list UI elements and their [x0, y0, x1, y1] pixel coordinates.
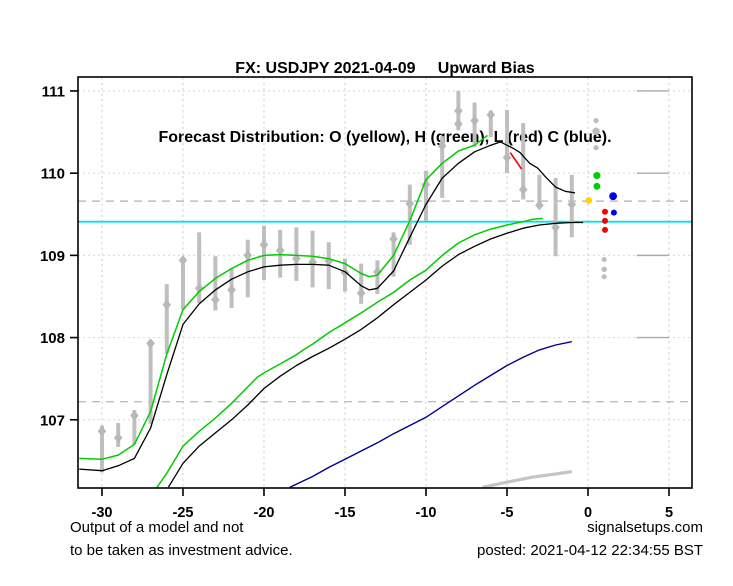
x-tick-label: -25	[172, 505, 193, 521]
forecast-dot-green	[593, 172, 601, 180]
forecast-dot-red	[602, 208, 609, 215]
forecast-dot-gray	[601, 266, 607, 273]
forecast-dot-gray	[601, 256, 607, 262]
forecast-dots-layer	[585, 117, 618, 280]
forecast-dot-gray	[592, 127, 600, 136]
lower-envelope-green	[156, 217, 543, 488]
forecast-dot-gray	[593, 145, 599, 151]
forecast-dot-blue	[610, 209, 617, 216]
lower-envelope-black	[167, 221, 584, 488]
forecast-dot-gray	[593, 117, 599, 124]
upper-envelope-green	[79, 134, 488, 460]
grid-layer	[78, 77, 692, 488]
x-tick-label: -5	[501, 505, 514, 521]
x-tick-label: -15	[335, 505, 356, 521]
disclaimer-text: Output of a model and not to be taken as…	[70, 516, 293, 562]
title-line-1: FX: USDJPY 2021-04-09 Upward Bias	[235, 60, 535, 77]
disclaimer-line-1: Output of a model and not	[70, 519, 244, 536]
y-tick-label: 107	[40, 412, 65, 429]
title-line-2: Forecast Distribution: O (yellow), H (gr…	[158, 129, 612, 146]
forecast-dot-red	[602, 226, 609, 233]
x-tick-label: -20	[253, 505, 274, 521]
forecast-dot-red	[602, 217, 609, 224]
x-tick-label: -10	[416, 505, 437, 521]
chart-title: FX: USDJPY 2021-04-09 Upward Bias Foreca…	[78, 11, 692, 172]
x-tick-label: -30	[91, 505, 112, 521]
model-lines-layer	[79, 134, 584, 489]
x-tick-label: 0	[584, 505, 592, 521]
forecast-dot-gray	[601, 274, 607, 280]
red-mark	[509, 152, 523, 170]
y-tick-label: 108	[40, 330, 65, 347]
y-tick-label: 111	[42, 83, 65, 100]
axes-layer: -30 -25 -20 -15 -10 -5 0 5 107 108 109 110 111	[40, 76, 693, 521]
y-tick-label: 110	[41, 166, 65, 183]
forecast-dot-yellow	[585, 197, 593, 204]
gray-trend	[482, 470, 573, 489]
forecast-dot-blue	[609, 192, 618, 201]
posted-timestamp: posted: 2021-04-12 22:34:55 BST	[477, 542, 703, 559]
website-link[interactable]: signalsetups.com	[587, 519, 703, 536]
x-tick-label: 5	[665, 505, 673, 521]
navy-trend	[289, 341, 572, 488]
attribution-text: signalsetups.com posted: 2021-04-12 22:3…	[477, 516, 703, 562]
forecast-dot-green	[593, 182, 601, 190]
price-bars-layer	[97, 90, 577, 473]
y-tick-label: 109	[40, 248, 65, 265]
disclaimer-line-2: to be taken as investment advice.	[70, 542, 293, 559]
reference-lines-layer	[78, 90, 692, 403]
upper-envelope-black	[79, 141, 576, 472]
